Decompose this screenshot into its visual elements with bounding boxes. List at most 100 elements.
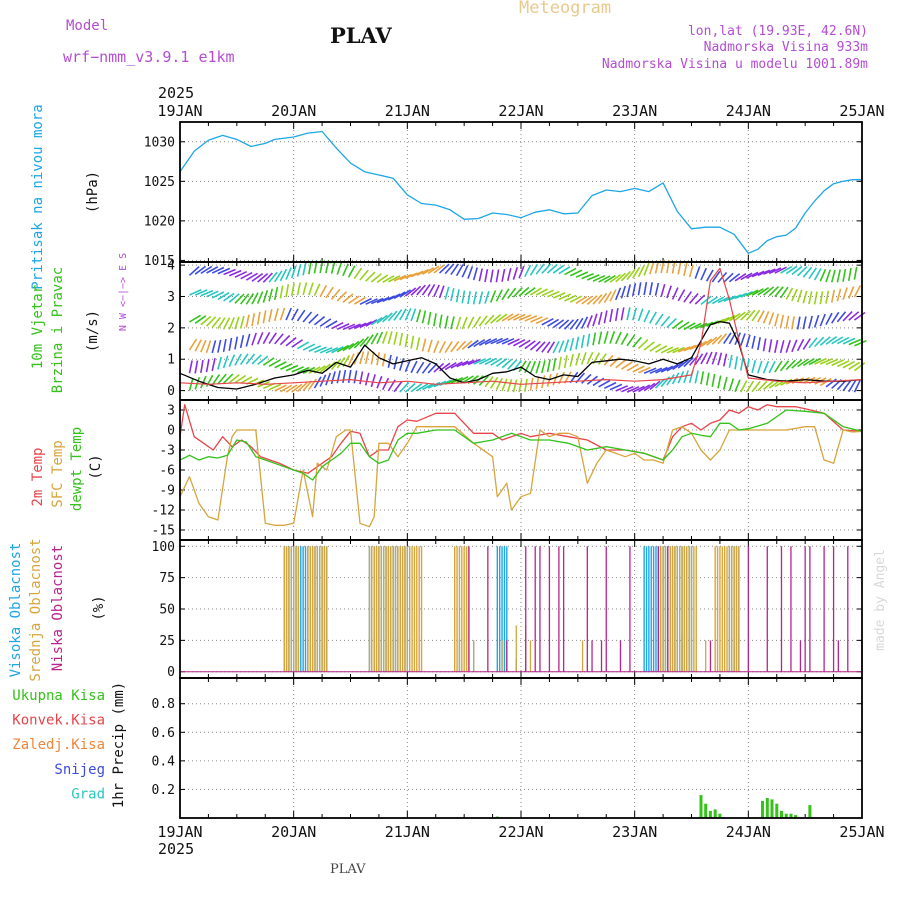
wind-barb <box>461 290 466 304</box>
wind-barb <box>830 289 836 303</box>
wind-barb <box>853 362 866 372</box>
wind-barb <box>222 317 231 330</box>
wind-barb <box>404 334 409 348</box>
wind-barb <box>194 289 208 296</box>
wind-barb <box>802 338 811 350</box>
wind-barb <box>302 380 313 392</box>
wind-barb <box>512 379 518 393</box>
wind-barb <box>689 292 699 304</box>
wind-barb <box>762 311 770 324</box>
wind-barb <box>779 340 785 354</box>
wind-barb <box>796 316 801 330</box>
precip-bar <box>699 795 703 818</box>
wind-barb <box>791 339 798 353</box>
wind-barb <box>245 353 256 365</box>
wind-barb <box>541 317 554 326</box>
wind-barb <box>217 267 231 275</box>
wind-barb <box>274 361 287 369</box>
wind-barb <box>649 367 663 375</box>
temp-label-sfc: SFC Temp <box>50 440 66 507</box>
wind-barb <box>603 310 608 324</box>
wind-barb <box>416 361 425 374</box>
wind-barb <box>410 270 424 278</box>
wind-barb <box>518 265 525 279</box>
wind-barb <box>614 307 619 322</box>
wind-barb <box>273 308 279 322</box>
elevation-label: Nadmorska Visina 933m <box>703 40 868 55</box>
wind-barb <box>836 269 841 283</box>
wind-barb <box>490 376 499 389</box>
wind-barb <box>478 357 492 365</box>
wind-barb <box>461 340 473 350</box>
wind-barb <box>717 333 728 345</box>
wind-barb <box>495 269 500 283</box>
wind-barb <box>359 269 369 281</box>
panel-wind: 0 1 2 3 4 <box>167 259 867 400</box>
wind-barb <box>455 289 460 303</box>
wind-barb <box>319 346 333 354</box>
wind-barb <box>438 285 445 299</box>
x-tick-label-top: 23JAN <box>612 102 657 120</box>
wind-barb <box>456 360 469 368</box>
wind-barb <box>683 291 693 303</box>
wind-barb <box>450 288 455 302</box>
wind-barb <box>757 287 770 296</box>
wind-barb <box>762 338 767 352</box>
wind-barb <box>518 360 527 373</box>
wind-direction-legend: N W <−|−> E S <box>118 253 129 331</box>
wind-barb <box>853 380 861 393</box>
wind-barb <box>779 314 785 328</box>
wind-barb <box>831 359 844 366</box>
wind-barb <box>603 330 609 344</box>
wind-barb <box>831 336 844 345</box>
wind-barb <box>819 268 827 282</box>
y-tick-label: 4 <box>167 259 175 274</box>
wind-barb <box>256 291 264 304</box>
wind-barb <box>854 339 867 347</box>
y-tick-label: -9 <box>159 484 175 499</box>
wind-barb <box>546 373 552 387</box>
wind-barb <box>495 313 508 323</box>
wind-barb <box>643 341 655 351</box>
wind-barb <box>370 351 375 365</box>
wind-barb <box>285 336 297 347</box>
wind-barb <box>603 291 612 304</box>
wind-barb <box>654 313 664 326</box>
wind-barb <box>581 295 593 305</box>
wind-barb <box>683 344 697 352</box>
wind-barb <box>592 332 597 346</box>
wind-barb <box>484 314 495 326</box>
wind-barb <box>626 307 631 321</box>
wind-barb <box>711 334 723 345</box>
x-tick-label-bottom: 24JAN <box>726 823 771 841</box>
wind-barb <box>353 338 365 349</box>
wind-barb <box>620 361 633 370</box>
footer-station: PLAV <box>330 862 366 877</box>
wind-barb <box>313 376 322 389</box>
wind-barb <box>723 272 734 283</box>
wind-barb <box>774 339 779 353</box>
wind-barb <box>581 272 594 280</box>
wind-barb <box>751 360 757 373</box>
wind-barb <box>524 378 528 392</box>
wind-barb <box>808 357 821 366</box>
wind-barb <box>467 266 474 279</box>
model-label: Model <box>66 18 109 34</box>
wind-barb <box>353 322 367 330</box>
wind-barb <box>365 298 378 305</box>
wind-barb <box>302 282 308 296</box>
wind-barb <box>705 372 710 386</box>
wind-barb <box>552 264 565 274</box>
wind-barb <box>393 274 407 282</box>
wind-barb <box>535 360 541 374</box>
wind-barb <box>768 267 782 275</box>
wind-barb <box>837 360 850 368</box>
wind-barb <box>239 353 249 365</box>
wind-barb <box>297 341 310 350</box>
wind-barb <box>404 382 416 393</box>
wind-barb <box>739 357 744 371</box>
wind-barb <box>331 321 344 330</box>
wind-barb <box>638 366 651 374</box>
wind-barb <box>751 270 765 278</box>
cloud-unit: (%) <box>91 595 107 620</box>
